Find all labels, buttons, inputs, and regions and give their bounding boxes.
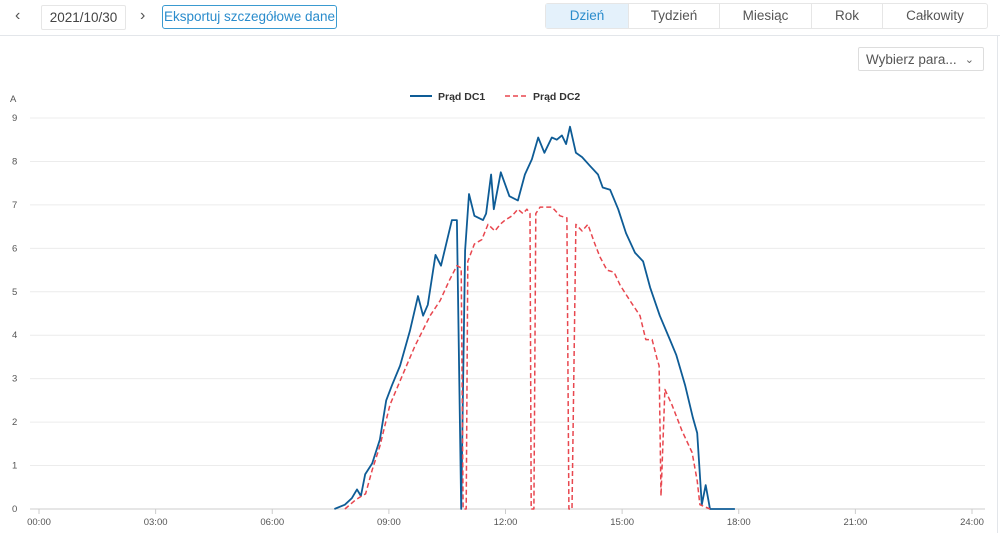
y-tick-label: 6 — [12, 243, 17, 254]
y-tick-label: 7 — [12, 200, 17, 211]
x-tick-label: 06:00 — [260, 517, 284, 528]
parameter-select-value: Wybierz para... — [866, 52, 957, 67]
x-tick-label: 03:00 — [144, 517, 168, 528]
x-tick-label: 21:00 — [843, 517, 867, 528]
y-tick-label: 2 — [12, 417, 17, 428]
chevron-down-icon: ⌄ — [964, 54, 974, 66]
x-tick-label: 09:00 — [377, 517, 401, 528]
y-tick-label: 5 — [12, 287, 17, 298]
tab-day[interactable]: Dzień — [546, 4, 629, 28]
x-tick-label: 15:00 — [610, 517, 634, 528]
tab-year[interactable]: Rok — [812, 4, 883, 28]
y-tick-label: 9 — [12, 113, 17, 124]
y-axis-unit: A — [10, 94, 17, 105]
y-tick-label: 4 — [12, 330, 17, 341]
series-dc2-line — [344, 206, 711, 510]
x-tick-label: 00:00 — [27, 517, 51, 528]
tab-week[interactable]: Tydzień — [629, 4, 720, 28]
y-tick-label: 8 — [12, 156, 17, 167]
tab-total[interactable]: Całkowity — [906, 8, 964, 23]
date-picker[interactable]: 2021/10/30 — [41, 5, 126, 30]
period-tabs: Dzień Tydzień Miesiąc Rok Całkowity — [545, 3, 988, 29]
export-button[interactable]: Eksportuj szczegółowe dane — [162, 5, 337, 29]
y-tick-label: 1 — [12, 461, 17, 472]
legend: Prąd DC1 Prąd DC2 — [410, 91, 580, 103]
parameter-select[interactable]: Wybierz para... ⌄ — [858, 47, 984, 71]
chevron-left-icon[interactable]: ‹ — [15, 7, 21, 24]
divider — [997, 36, 998, 533]
legend-dc2-label[interactable]: Prąd DC2 — [533, 91, 580, 103]
y-tick-label: 3 — [12, 374, 17, 385]
x-tick-label: 18:00 — [727, 517, 751, 528]
top-toolbar: ‹ 2021/10/30 › Eksportuj szczegółowe dan… — [0, 0, 1000, 36]
x-tick-label: 12:00 — [494, 517, 518, 528]
y-tick-label: 0 — [12, 504, 17, 515]
series-dc1-line — [334, 125, 735, 510]
chevron-right-icon[interactable]: › — [140, 7, 146, 24]
tab-month[interactable]: Miesiąc — [720, 4, 812, 28]
x-tick-label: 24:00 — [960, 517, 984, 528]
legend-dc1-label[interactable]: Prąd DC1 — [438, 91, 485, 103]
